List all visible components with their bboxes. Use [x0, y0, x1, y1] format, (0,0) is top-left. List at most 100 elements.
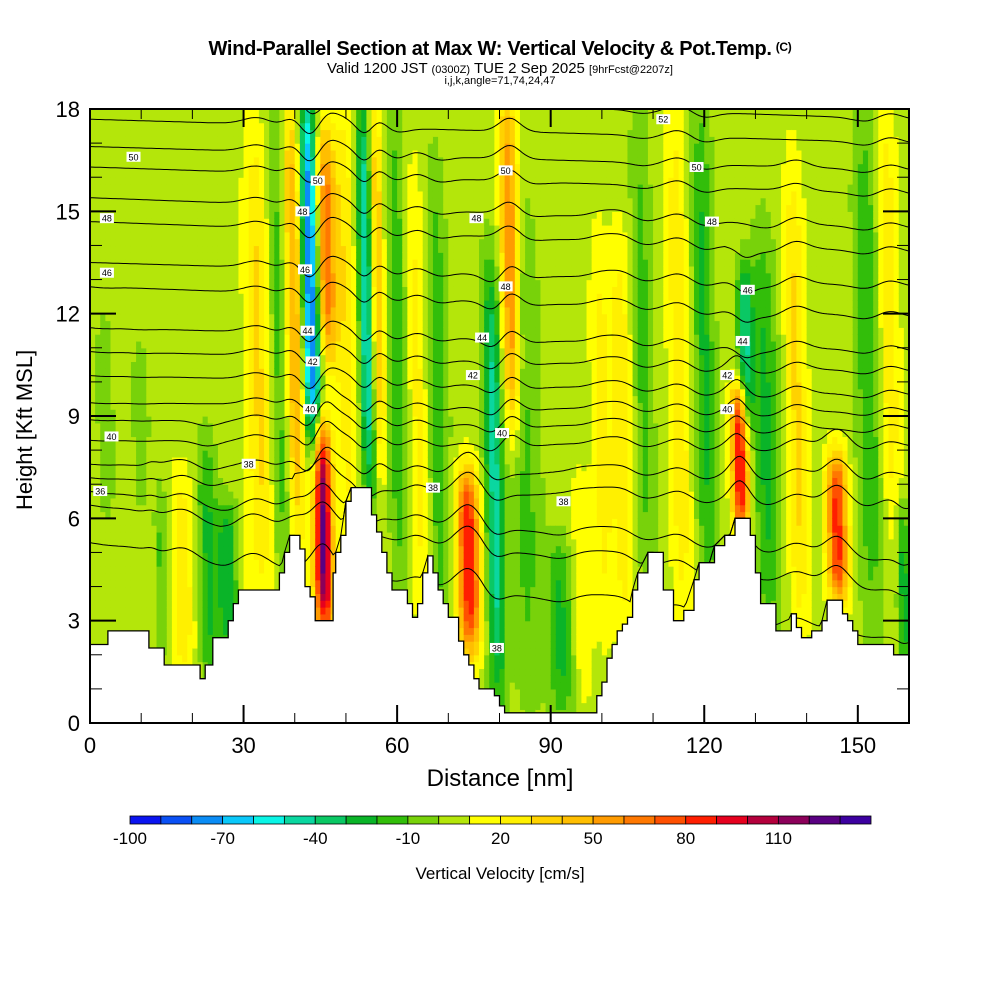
- w-cell: [274, 484, 280, 492]
- w-cell: [90, 184, 96, 192]
- w-cell: [130, 368, 137, 376]
- w-cell: [274, 293, 280, 301]
- w-cell: [335, 163, 342, 171]
- w-cell: [202, 293, 209, 301]
- w-cell: [187, 122, 193, 131]
- w-cell: [233, 136, 240, 144]
- w-cell: [304, 566, 311, 574]
- w-cell: [115, 115, 122, 124]
- w-cell: [197, 620, 204, 629]
- w-cell: [105, 402, 112, 410]
- w-cell: [125, 579, 132, 588]
- w-cell: [279, 368, 286, 376]
- w-cell: [105, 286, 112, 294]
- w-cell: [95, 402, 101, 410]
- w-cell: [161, 218, 168, 226]
- w-cell: [212, 470, 219, 478]
- w-cell: [177, 395, 183, 403]
- w-cell: [340, 518, 347, 526]
- w-cell: [130, 300, 137, 308]
- w-cell: [310, 265, 316, 274]
- w-cell: [207, 115, 214, 124]
- w-cell: [310, 306, 316, 315]
- w-cell: [279, 156, 286, 165]
- w-cell: [340, 388, 347, 397]
- w-cell: [171, 265, 178, 274]
- w-cell: [223, 238, 229, 247]
- w-cell: [361, 443, 368, 451]
- w-cell: [90, 402, 96, 410]
- w-cell: [228, 361, 234, 369]
- w-cell: [212, 593, 219, 601]
- w-cell: [125, 361, 132, 369]
- w-cell: [130, 272, 137, 281]
- w-cell: [110, 593, 117, 601]
- w-cell: [356, 190, 362, 199]
- w-cell: [304, 238, 311, 247]
- w-cell: [223, 545, 229, 554]
- w-cell: [90, 300, 96, 308]
- w-cell: [279, 163, 286, 171]
- w-cell: [325, 149, 332, 158]
- w-cell: [100, 504, 106, 513]
- w-cell: [366, 149, 373, 158]
- w-cell: [110, 136, 117, 144]
- w-cell: [361, 122, 368, 131]
- w-cell: [258, 579, 265, 588]
- w-cell: [361, 259, 368, 267]
- w-cell: [171, 347, 178, 356]
- w-cell: [182, 600, 188, 608]
- w-cell: [182, 354, 188, 363]
- w-cell: [166, 647, 173, 656]
- w-cell: [335, 395, 342, 403]
- w-cell: [130, 129, 137, 137]
- w-cell: [299, 395, 306, 403]
- w-cell: [289, 463, 296, 472]
- w-cell: [212, 456, 219, 465]
- w-cell: [269, 491, 275, 499]
- w-cell: [192, 531, 199, 540]
- w-cell: [141, 224, 147, 233]
- w-cell: [217, 245, 224, 253]
- w-cell: [146, 259, 153, 267]
- w-cell: [110, 600, 117, 608]
- w-cell: [161, 136, 168, 144]
- w-cell: [310, 456, 316, 465]
- w-cell: [105, 443, 112, 451]
- w-cell: [335, 245, 342, 253]
- w-cell: [217, 422, 224, 431]
- w-cell: [207, 156, 214, 165]
- w-cell: [105, 600, 112, 608]
- w-cell: [177, 641, 183, 649]
- w-cell: [151, 531, 158, 540]
- w-cell: [130, 375, 137, 383]
- w-cell: [243, 340, 250, 349]
- w-cell: [284, 388, 291, 397]
- w-cell: [212, 272, 219, 281]
- w-cell: [110, 552, 117, 560]
- w-cell: [248, 402, 255, 410]
- w-cell: [320, 129, 327, 137]
- w-cell: [90, 149, 96, 158]
- w-cell: [141, 429, 147, 438]
- w-cell: [315, 129, 321, 137]
- w-cell: [182, 184, 188, 192]
- w-cell: [120, 211, 127, 219]
- w-cell: [217, 286, 224, 294]
- w-cell: [115, 177, 122, 185]
- w-cell: [120, 327, 127, 335]
- w-cell: [161, 334, 168, 342]
- w-cell: [197, 347, 204, 356]
- w-cell: [315, 218, 321, 226]
- w-cell: [125, 463, 132, 472]
- w-cell: [366, 109, 373, 117]
- w-cell: [299, 170, 306, 178]
- w-cell: [120, 579, 127, 588]
- w-cell: [366, 347, 373, 356]
- w-cell: [90, 593, 96, 601]
- w-cell: [248, 566, 255, 574]
- w-cell: [335, 436, 342, 444]
- w-cell: [212, 361, 219, 369]
- w-cell: [90, 265, 96, 274]
- w-cell: [105, 293, 112, 301]
